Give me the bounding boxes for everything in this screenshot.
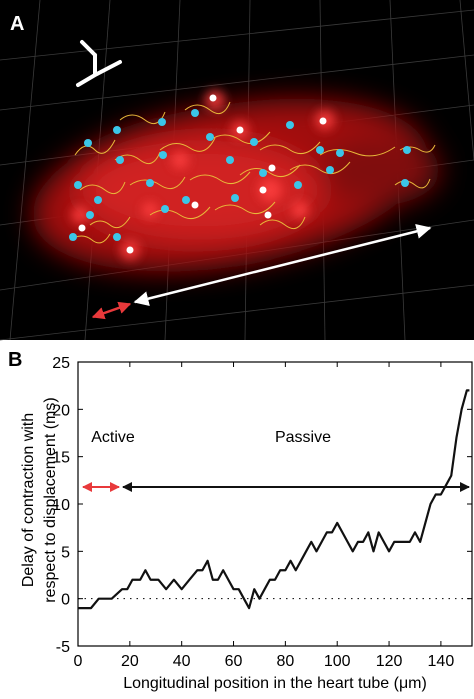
passive-arrow <box>133 224 432 306</box>
annotation: Passive <box>275 429 331 446</box>
data-line <box>78 389 470 610</box>
x-tick-label: 60 <box>225 653 243 670</box>
image-panel: A <box>0 0 474 341</box>
x-tick-label: 140 <box>428 653 455 670</box>
x-tick-label: 40 <box>173 653 191 670</box>
orientation-symbol <box>76 40 122 87</box>
y-tick-label: -5 <box>56 639 70 656</box>
x-tick-label: 100 <box>324 653 351 670</box>
y-tick-label: 5 <box>61 544 70 561</box>
annotation: Active <box>91 429 135 446</box>
y-axis-label: respect to displacement (ms) <box>42 397 59 602</box>
active-arrow <box>91 301 132 320</box>
x-axis-label: Longitudinal position in the heart tube … <box>123 675 427 692</box>
y-tick-label: 10 <box>52 497 70 514</box>
y-tick-label: 20 <box>52 402 70 419</box>
y-tick-label: 0 <box>61 592 70 609</box>
cell-markers <box>69 109 411 241</box>
y-tick-label: 15 <box>52 450 70 467</box>
panel-label: A <box>10 13 24 35</box>
highlight-markers <box>78 94 327 254</box>
x-tick-label: 0 <box>74 653 83 670</box>
x-tick-label: 20 <box>121 653 139 670</box>
plot-frame <box>77 361 473 647</box>
y-tick-label: 25 <box>52 355 70 372</box>
x-tick-label: 80 <box>276 653 294 670</box>
panel-label: B <box>8 349 22 371</box>
y-axis-label: Delay of contraction with <box>20 413 37 587</box>
x-tick-label: 120 <box>376 653 403 670</box>
chart-panel: B Delay of contraction with respect to d… <box>8 349 473 692</box>
